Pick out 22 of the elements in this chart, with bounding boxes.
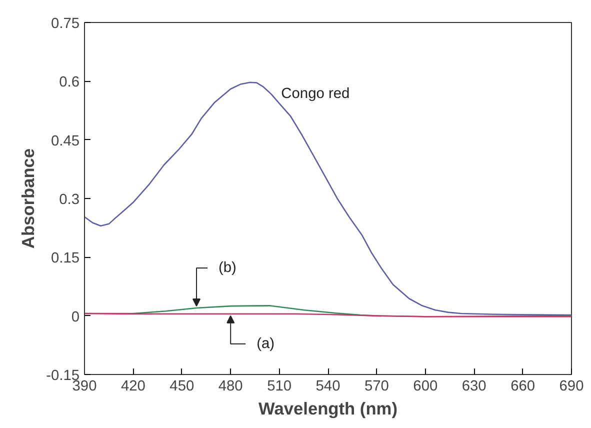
x-tick-label: 600	[413, 378, 438, 394]
x-tick-label: 690	[559, 378, 584, 394]
x-tick-label: 480	[218, 378, 243, 394]
annotation: (a)	[256, 336, 275, 352]
line-series	[84, 82, 572, 316]
annotation: Congo red	[281, 86, 350, 102]
y-tick-label: 0.15	[50, 250, 80, 267]
x-tick-label: 420	[120, 378, 146, 394]
x-tick-label: 630	[462, 378, 486, 394]
x-axis-title: Wavelength (nm)	[258, 398, 398, 418]
x-tick-label: 450	[170, 378, 194, 394]
x-tick-label: 510	[267, 378, 292, 394]
y-tick-label: 0.75	[50, 16, 80, 32]
y-axis-title: Absorbance	[18, 148, 38, 249]
y-tick-label: 0.45	[50, 133, 80, 150]
x-tick-label: 660	[510, 378, 536, 394]
x-tick-label: 540	[316, 378, 340, 394]
annotation: (b)	[218, 260, 236, 276]
y-tick-label: 0	[71, 309, 80, 326]
y-tick-label: 0.6	[59, 74, 80, 91]
x-tick-label: 570	[364, 378, 389, 394]
y-tick-label: 0.3	[59, 192, 80, 208]
